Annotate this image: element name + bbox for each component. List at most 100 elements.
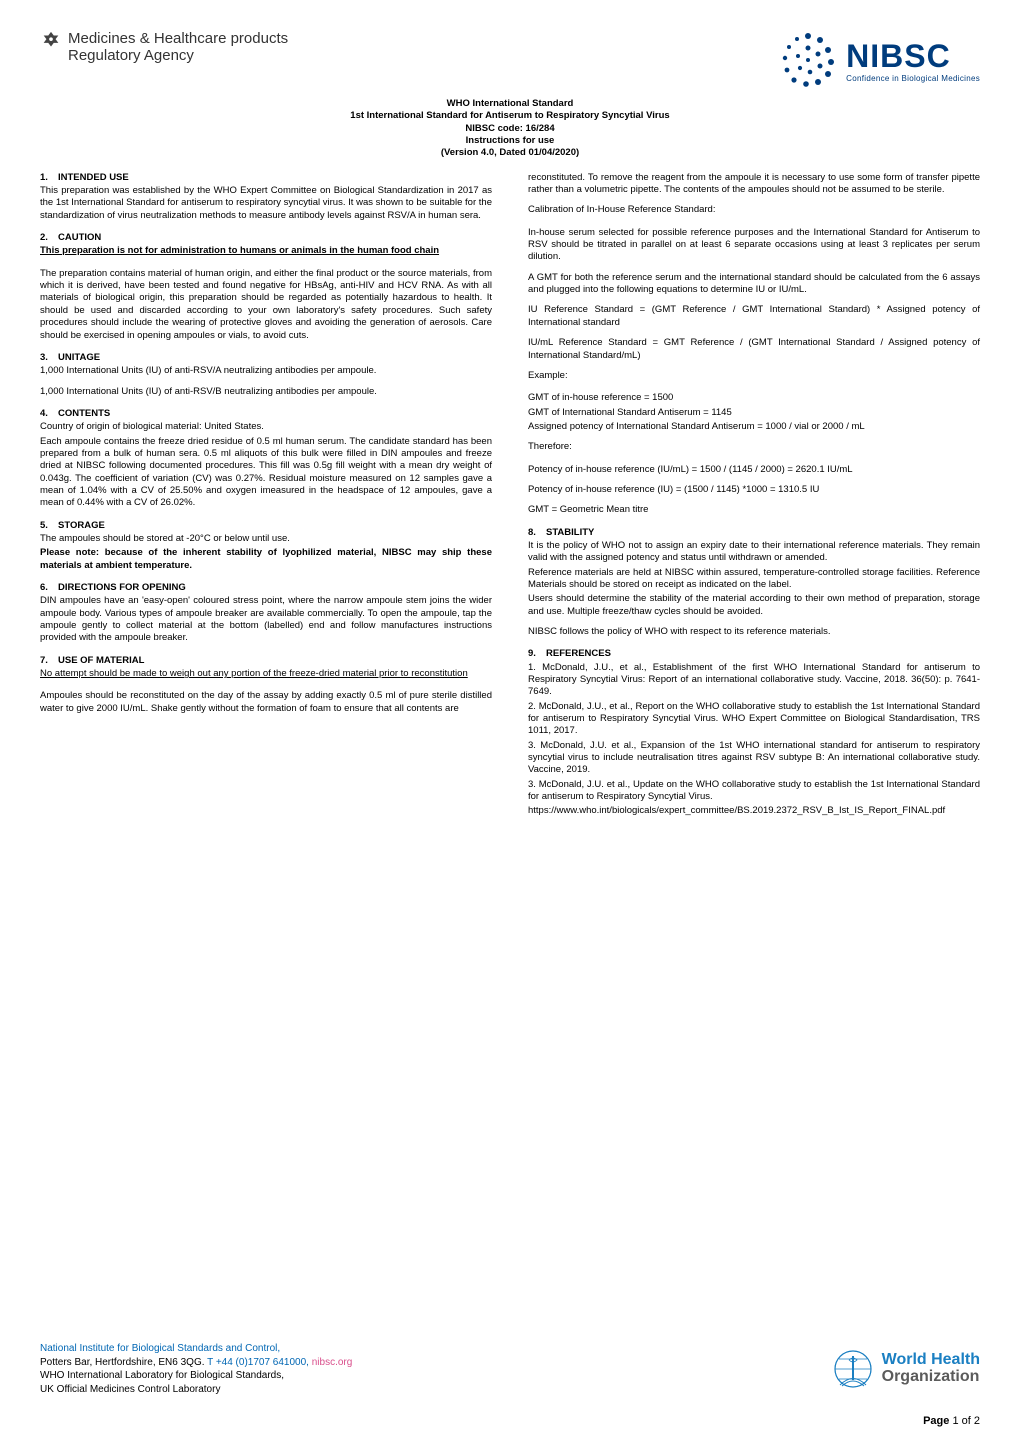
para: It is the policy of WHO not to assign an… xyxy=(528,540,980,565)
section-unitage: 3.UNITAGE 1,000 International Units (IU)… xyxy=(40,352,492,398)
section-references: 9.REFERENCES 1. McDonald, J.U., et al., … xyxy=(528,648,980,817)
section-heading: INTENDED USE xyxy=(58,172,129,183)
section-heading: DIRECTIONS FOR OPENING xyxy=(58,582,186,593)
section-heading: REFERENCES xyxy=(546,648,611,659)
equation: IU Reference Standard = (GMT Reference /… xyxy=(528,304,980,329)
caution-underline: This preparation is not for administrati… xyxy=(40,245,492,257)
reference-url: https://www.who.int/biologicals/expert_c… xyxy=(528,805,980,817)
section-heading: USE OF MATERIAL xyxy=(58,655,144,666)
para: Please note: because of the inherent sta… xyxy=(40,547,492,572)
page-total: 2 xyxy=(974,1415,980,1427)
calib-title: Calibration of In-House Reference Standa… xyxy=(528,204,980,216)
section-num: 7. xyxy=(40,655,58,667)
use-underline: No attempt should be made to weigh out a… xyxy=(40,668,492,680)
section-heading: CONTENTS xyxy=(58,408,110,419)
nibsc-tagline: Confidence in Biological Medicines xyxy=(846,74,980,84)
para: Reference materials are held at NIBSC wi… xyxy=(528,567,980,592)
section-use-of-material-cont: reconstituted. To remove the reagent fro… xyxy=(528,172,980,517)
section-use-of-material: 7.USE OF MATERIAL No attempt should be m… xyxy=(40,655,492,715)
footer: National Institute for Biological Standa… xyxy=(40,1342,980,1396)
para: The ampoules should be stored at -20°C o… xyxy=(40,533,492,545)
reference-item: 3. McDonald, J.U. et al., Expansion of t… xyxy=(528,740,980,777)
para: In-house serum selected for possible ref… xyxy=(528,227,980,264)
gmt-note: GMT = Geometric Mean titre xyxy=(528,504,980,516)
section-title: 7.USE OF MATERIAL xyxy=(40,655,492,667)
who-line1: World Health xyxy=(882,1352,980,1369)
section-heading: CAUTION xyxy=(58,232,101,243)
reference-item: 1. McDonald, J.U., et al., Establishment… xyxy=(528,662,980,699)
section-intended-use: 1.INTENDED USE This preparation was esta… xyxy=(40,172,492,222)
title-line3: NIBSC code: 16/284 xyxy=(290,123,730,135)
who-line2: Organization xyxy=(882,1369,980,1386)
section-title: 1.INTENDED USE xyxy=(40,172,492,184)
result-line: Potency of in-house reference (IU/mL) = … xyxy=(528,464,980,476)
example-line: GMT of in-house reference = 1500 xyxy=(528,392,980,404)
para: Users should determine the stability of … xyxy=(528,593,980,618)
footer-url: nibsc.org xyxy=(312,1357,353,1368)
reference-item: 2. McDonald, J.U., et al., Report on the… xyxy=(528,701,980,738)
doc-title-block: WHO International Standard 1st Internati… xyxy=(290,98,730,160)
example-label: Example: xyxy=(528,370,980,382)
who-text: World Health Organization xyxy=(882,1352,980,1386)
title-line5: (Version 4.0, Dated 01/04/2020) xyxy=(290,147,730,159)
para: DIN ampoules have an 'easy-open' coloure… xyxy=(40,595,492,644)
reference-item: 3. McDonald, J.U. et al., Update on the … xyxy=(528,779,980,804)
para: reconstituted. To remove the reagent fro… xyxy=(528,172,980,197)
section-title: 4.CONTENTS xyxy=(40,408,492,420)
section-num: 9. xyxy=(528,648,546,660)
para: Each ampoule contains the freeze dried r… xyxy=(40,436,492,510)
section-title: 6.DIRECTIONS FOR OPENING xyxy=(40,582,492,594)
para: 1,000 International Units (IU) of anti-R… xyxy=(40,365,492,377)
mhra-block: Medicines & Healthcare products Regulato… xyxy=(40,30,288,65)
section-stability: 8.STABILITY It is the policy of WHO not … xyxy=(528,527,980,639)
footer-line1: National Institute for Biological Standa… xyxy=(40,1342,352,1356)
section-title: 8.STABILITY xyxy=(528,527,980,539)
example-line: GMT of International Standard Antiserum … xyxy=(528,407,980,419)
title-line4: Instructions for use xyxy=(290,135,730,147)
section-num: 2. xyxy=(40,232,58,244)
para: This preparation was established by the … xyxy=(40,185,492,222)
footer-line4: UK Official Medicines Control Laboratory xyxy=(40,1383,352,1397)
mhra-line2: Regulatory Agency xyxy=(68,47,288,64)
section-caution: 2.CAUTION This preparation is not for ad… xyxy=(40,232,492,342)
mhra-text: Medicines & Healthcare products Regulato… xyxy=(68,30,288,65)
section-num: 3. xyxy=(40,352,58,364)
footer-line3: WHO International Laboratory for Biologi… xyxy=(40,1369,352,1383)
nibsc-text-wrap: NIBSC Confidence in Biological Medicines xyxy=(846,36,980,84)
example-line: Assigned potency of International Standa… xyxy=(528,421,980,433)
section-contents: 4.CONTENTS Country of origin of biologic… xyxy=(40,408,492,510)
mhra-crest-icon xyxy=(40,30,62,52)
nibsc-dots-icon xyxy=(778,30,838,90)
para: Country of origin of biological material… xyxy=(40,421,492,433)
section-storage: 5.STORAGE The ampoules should be stored … xyxy=(40,520,492,572)
page-of: of xyxy=(962,1415,971,1427)
section-num: 8. xyxy=(528,527,546,539)
title-line1: WHO International Standard xyxy=(290,98,730,110)
title-line2: 1st International Standard for Antiserum… xyxy=(290,110,730,122)
body-columns: 1.INTENDED USE This preparation was esta… xyxy=(40,172,980,1332)
section-heading: STABILITY xyxy=(546,527,594,538)
page-number: Page 1 of 2 xyxy=(923,1414,980,1428)
header: Medicines & Healthcare products Regulato… xyxy=(40,30,980,90)
footer-text: National Institute for Biological Standa… xyxy=(40,1342,352,1396)
section-num: 5. xyxy=(40,520,58,532)
section-num: 4. xyxy=(40,408,58,420)
nibsc-block: NIBSC Confidence in Biological Medicines xyxy=(778,30,980,90)
nibsc-word: NIBSC xyxy=(846,36,980,78)
page-current: 1 xyxy=(952,1415,958,1427)
footer-line2: Potters Bar, Hertfordshire, EN6 3QG. T +… xyxy=(40,1356,352,1370)
section-heading: UNITAGE xyxy=(58,352,100,363)
para: NIBSC follows the policy of WHO with res… xyxy=(528,626,980,638)
para: The preparation contains material of hum… xyxy=(40,268,492,342)
section-title: 9.REFERENCES xyxy=(528,648,980,660)
result-line: Potency of in-house reference (IU) = (15… xyxy=(528,484,980,496)
who-logo-block: World Health Organization xyxy=(830,1346,980,1392)
footer-address: Potters Bar, Hertfordshire, EN6 3QG. xyxy=(40,1357,207,1368)
page-label: Page xyxy=(923,1415,949,1427)
section-heading: STORAGE xyxy=(58,520,105,531)
section-title: 5.STORAGE xyxy=(40,520,492,532)
section-num: 6. xyxy=(40,582,58,594)
section-directions: 6.DIRECTIONS FOR OPENING DIN ampoules ha… xyxy=(40,582,492,645)
equation: IU/mL Reference Standard = GMT Reference… xyxy=(528,337,980,362)
section-num: 1. xyxy=(40,172,58,184)
